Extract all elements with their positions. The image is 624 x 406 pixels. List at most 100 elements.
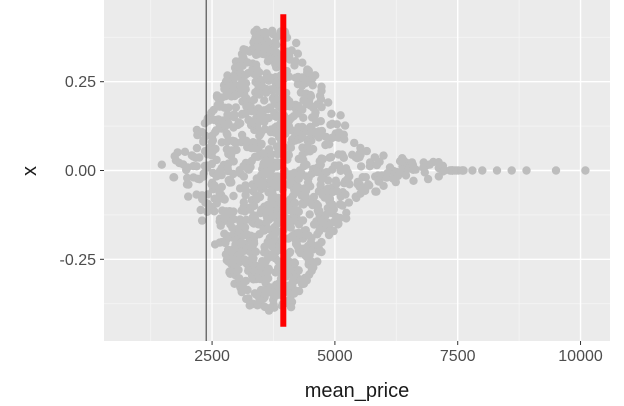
data-point (157, 160, 166, 169)
x-tick-label: 5000 (317, 348, 353, 365)
data-point (243, 285, 252, 295)
data-point (184, 180, 193, 189)
data-point (236, 119, 245, 128)
data-point (365, 181, 374, 190)
data-point (305, 210, 314, 219)
data-point (255, 68, 264, 77)
data-point (230, 110, 239, 119)
data-point (294, 286, 304, 296)
data-point (232, 145, 241, 155)
data-point (327, 109, 336, 119)
data-point (290, 258, 300, 268)
data-point (217, 170, 226, 180)
data-point (251, 247, 261, 256)
data-point (350, 138, 359, 148)
data-point (356, 150, 365, 160)
data-point (341, 190, 350, 199)
data-point (294, 266, 303, 275)
data-point (229, 157, 238, 166)
data-point (229, 169, 238, 179)
data-point (316, 95, 326, 104)
data-point (240, 223, 250, 232)
data-point (241, 85, 250, 94)
data-point (267, 137, 277, 146)
data-point (239, 172, 249, 181)
data-point (308, 81, 317, 90)
data-point (192, 162, 201, 171)
data-point (551, 166, 561, 175)
data-point (332, 179, 341, 188)
data-point (241, 276, 251, 286)
x-tick-label: 10000 (558, 348, 603, 365)
data-point (317, 82, 326, 91)
data-point (336, 111, 345, 120)
data-point (234, 265, 243, 275)
data-point (411, 165, 420, 174)
data-point (255, 192, 265, 202)
data-point (299, 113, 308, 123)
data-point (292, 38, 301, 48)
data-point (290, 198, 300, 208)
data-point (229, 207, 238, 216)
data-point (340, 121, 350, 130)
data-point (345, 172, 354, 181)
data-point (314, 133, 324, 142)
data-point (316, 117, 325, 126)
data-point (492, 166, 502, 175)
data-point (173, 148, 182, 157)
data-point (401, 171, 411, 180)
reference-lines (205, 0, 287, 341)
data-point (224, 103, 233, 112)
data-point (468, 166, 477, 175)
y-tick-label: 0.00 (65, 163, 96, 180)
data-point (184, 192, 193, 201)
data-point (285, 247, 295, 257)
data-point (249, 95, 259, 105)
data-point (293, 49, 303, 58)
data-point (272, 48, 281, 57)
data-point (317, 102, 326, 112)
data-point (196, 205, 205, 215)
data-point (298, 58, 307, 67)
data-point (308, 144, 318, 154)
data-point (311, 71, 320, 80)
y-tick-label: 0.25 (65, 74, 96, 91)
data-point (338, 201, 347, 210)
data-point (183, 173, 192, 183)
data-point (356, 162, 366, 171)
data-point (362, 146, 371, 156)
data-point (581, 166, 590, 175)
data-point (270, 303, 279, 312)
x-axis-title: mean_price (305, 380, 410, 402)
data-point (342, 208, 351, 217)
y-tick-label: -0.25 (60, 252, 97, 269)
data-point (241, 79, 251, 88)
data-point (420, 168, 429, 177)
data-point (361, 173, 370, 182)
data-point (318, 154, 327, 164)
data-point (229, 214, 238, 224)
data-point (249, 239, 259, 248)
data-point (263, 274, 273, 283)
data-point (235, 274, 244, 283)
data-point (229, 191, 238, 201)
data-point (317, 237, 326, 247)
data-point (329, 226, 338, 236)
data-point (335, 213, 345, 223)
x-tick-label: 2500 (194, 348, 230, 365)
data-point (324, 176, 333, 185)
data-point (261, 30, 270, 39)
data-point (459, 166, 468, 175)
x-tick-label: 7500 (440, 348, 476, 365)
data-point (287, 297, 297, 307)
data-point (211, 144, 220, 154)
data-point (309, 192, 319, 202)
data-point (169, 173, 179, 182)
data-point (195, 153, 204, 162)
data-point (379, 151, 388, 160)
data-point (306, 92, 316, 101)
data-point (210, 207, 219, 216)
data-point (317, 247, 326, 257)
data-point (345, 180, 354, 189)
data-point (180, 147, 190, 156)
